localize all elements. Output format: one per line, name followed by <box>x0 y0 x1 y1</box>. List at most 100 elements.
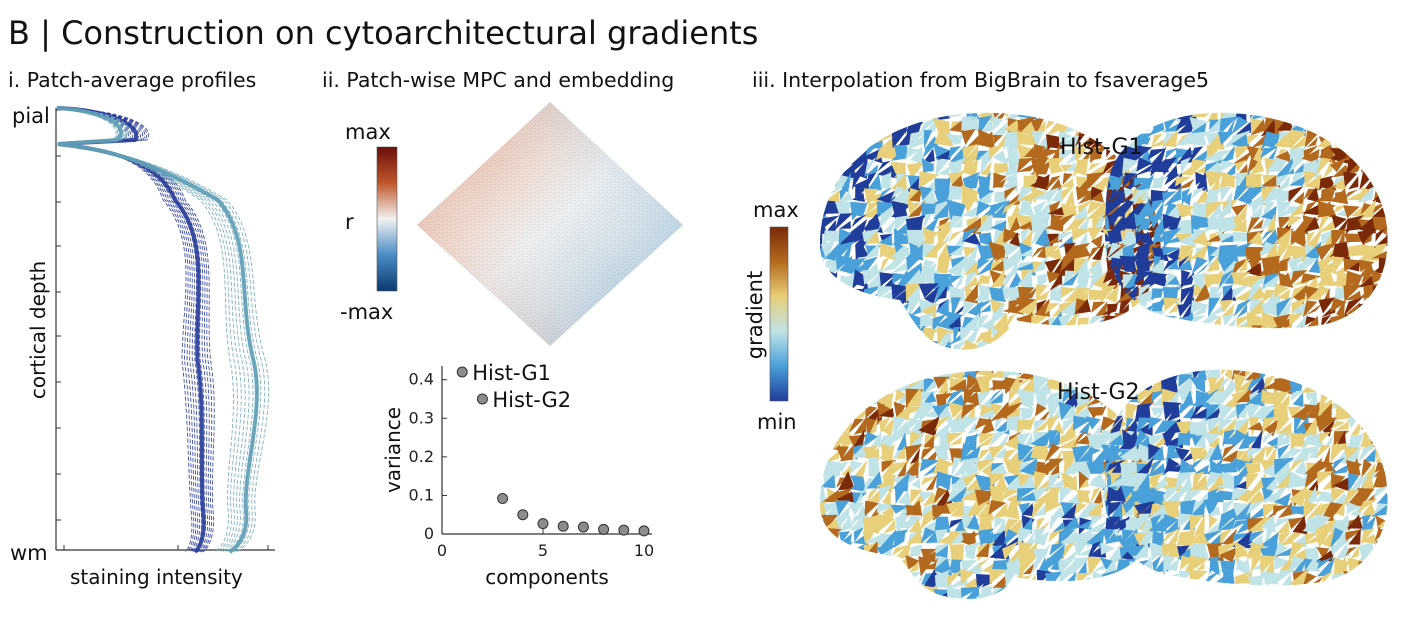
surface-facet <box>977 391 991 407</box>
surface-facet <box>877 112 897 123</box>
surface-facet <box>1273 157 1288 173</box>
surface-facet <box>862 269 884 285</box>
surface-facet <box>1060 590 1079 600</box>
surface-facet <box>1388 176 1400 192</box>
surface-facet <box>1072 556 1092 575</box>
surface-facet <box>1287 471 1305 490</box>
surface-facet <box>1345 377 1365 393</box>
surface-facet <box>990 341 1004 350</box>
surface-facet <box>1116 370 1136 381</box>
surface-facet <box>989 587 1009 600</box>
surface-facet <box>1251 472 1267 491</box>
surface-facet <box>1333 325 1349 329</box>
surface-facet <box>827 583 839 598</box>
surface-facet <box>1217 269 1235 291</box>
surface-facet <box>1233 297 1253 317</box>
surface-facet <box>1262 461 1278 478</box>
surface-facet <box>1149 491 1165 507</box>
surface-facet <box>1337 331 1345 345</box>
surface-facet <box>1149 341 1161 350</box>
surface-facet <box>1105 243 1113 260</box>
surface-facet <box>906 530 925 544</box>
surface-facet <box>820 345 828 350</box>
scree-point <box>618 524 630 536</box>
surface-facet <box>866 116 881 137</box>
surface-facet <box>1105 233 1112 242</box>
surface-facet <box>1363 369 1373 374</box>
surface-facet <box>1371 269 1387 284</box>
surface-facet <box>1178 403 1190 416</box>
surface-facet <box>1035 228 1052 249</box>
surface-facet <box>1049 458 1064 473</box>
surface-facet <box>896 600 907 605</box>
surface-facet <box>1273 492 1292 507</box>
surface-facet <box>1105 118 1108 135</box>
surface-facet <box>1175 447 1190 462</box>
surface-facet <box>960 327 975 343</box>
surface-facet <box>1290 171 1307 188</box>
surface-facet <box>1290 130 1308 149</box>
surface-facet <box>1276 520 1290 534</box>
surface-facet <box>1149 173 1165 189</box>
surface-facet <box>1246 174 1262 192</box>
surface-facet <box>1333 205 1348 214</box>
profile-line <box>57 107 199 553</box>
surface-facet <box>895 327 912 346</box>
surface-facet <box>878 528 897 549</box>
surface-facet <box>1157 370 1161 377</box>
surface-facet <box>1175 248 1194 262</box>
surface-facet <box>835 255 852 271</box>
surface-facet <box>1293 228 1307 249</box>
surface-facet <box>1122 147 1136 162</box>
surface-facet <box>848 302 866 316</box>
surface-facet <box>1049 486 1062 506</box>
surface-facet <box>1180 192 1192 206</box>
surface-facet <box>838 531 851 544</box>
surface-facet <box>1361 416 1379 430</box>
surface-facet <box>1087 406 1104 419</box>
surface-facet <box>1260 389 1277 403</box>
surface-facet <box>1030 159 1052 175</box>
surface-facet <box>1236 557 1246 572</box>
surface-facet <box>1140 190 1149 203</box>
surface-facet <box>1064 391 1079 409</box>
surface-facet <box>1262 369 1279 374</box>
surface-facet <box>1330 271 1351 289</box>
surface-facet <box>868 416 878 436</box>
surface-facet <box>1303 331 1323 347</box>
surface-facet <box>1108 434 1125 446</box>
surface-facet <box>1206 255 1220 272</box>
surface-facet <box>1378 378 1388 395</box>
surface-facet <box>826 314 842 332</box>
surface-facet <box>1274 472 1291 487</box>
surface-facet <box>979 531 994 544</box>
surface-facet <box>1149 312 1161 329</box>
surface-facet <box>1320 119 1335 136</box>
surface-facet <box>1273 313 1291 329</box>
surface-facet <box>1237 558 1251 577</box>
surface-facet <box>1063 202 1078 219</box>
surface-facet <box>1177 116 1195 134</box>
surface-facet <box>1371 390 1386 403</box>
surface-facet <box>1345 157 1364 177</box>
surface-facet <box>1076 547 1093 556</box>
surface-facet <box>821 527 842 547</box>
surface-facet <box>1006 585 1023 600</box>
surface-facet <box>1166 402 1180 422</box>
surface-facet <box>947 432 964 444</box>
surface-facet <box>822 403 838 420</box>
profile-line <box>57 107 201 553</box>
surface-facet <box>1103 601 1121 605</box>
surface-facet <box>1180 286 1194 304</box>
surface-facet <box>1107 242 1122 258</box>
surface-facet <box>1248 204 1263 219</box>
surface-facet <box>1357 186 1375 203</box>
surface-facet <box>1091 598 1103 600</box>
surface-facet <box>977 408 996 419</box>
surface-facet <box>974 474 995 493</box>
scree-point <box>497 493 509 505</box>
surface-facet <box>1371 556 1388 575</box>
surface-facet <box>1150 112 1162 116</box>
scree-x-tick-label: 5 <box>538 541 548 560</box>
surface-facet <box>863 370 884 375</box>
